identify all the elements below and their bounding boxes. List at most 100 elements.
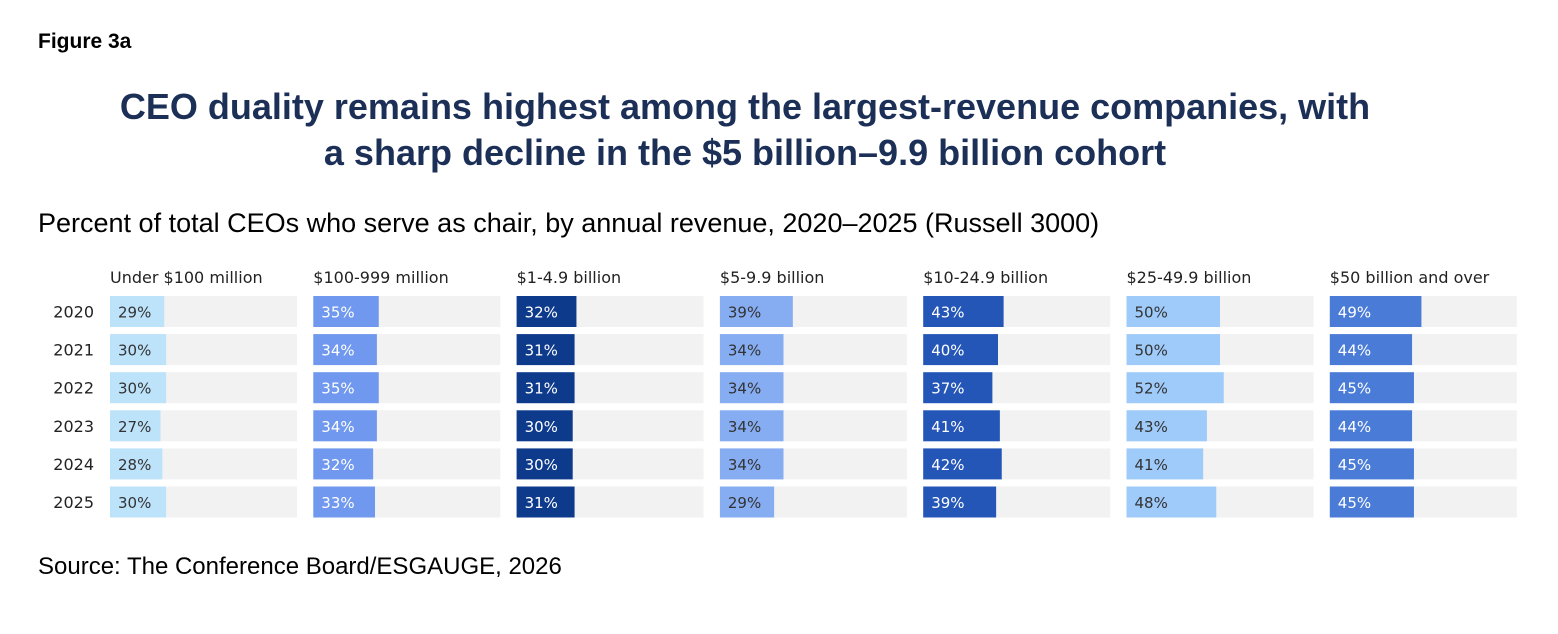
bar-0-3 <box>110 410 161 442</box>
bar-5-0 <box>1126 296 1220 327</box>
value-label-4-1: 40% <box>931 342 964 360</box>
bar-2-2 <box>516 372 575 404</box>
bar-1-5 <box>313 486 376 518</box>
bar-4-5 <box>923 486 997 518</box>
value-label-0-2: 30% <box>118 380 151 398</box>
value-label-3-5: 29% <box>728 494 761 512</box>
bar-0-5 <box>110 486 167 518</box>
bar-4-2 <box>923 372 993 404</box>
value-label-2-2: 31% <box>525 380 558 398</box>
value-label-1-1: 34% <box>321 342 354 360</box>
year-label-2024: 2024 <box>53 455 94 474</box>
value-label-2-4: 30% <box>525 456 558 474</box>
bar-5-1 <box>1126 334 1220 366</box>
value-label-5-0: 50% <box>1135 304 1168 322</box>
bar-6-0 <box>1329 296 1422 327</box>
value-label-3-4: 34% <box>728 456 761 474</box>
value-label-0-1: 30% <box>118 342 151 360</box>
value-label-6-0: 49% <box>1338 304 1371 322</box>
column-header-6: $50 billion and over <box>1330 268 1490 287</box>
year-label-2025: 2025 <box>53 493 94 512</box>
bar-5-3 <box>1126 410 1207 442</box>
column-header-1: $100-999 million <box>313 268 448 287</box>
value-label-1-0: 35% <box>321 304 354 322</box>
bar-3-0 <box>719 296 793 327</box>
bar-3-1 <box>719 334 784 366</box>
value-label-6-1: 44% <box>1338 342 1371 360</box>
bar-4-0 <box>923 296 1004 327</box>
value-label-0-4: 28% <box>118 456 151 474</box>
value-label-2-0: 32% <box>525 304 558 322</box>
bar-6-3 <box>1329 410 1413 442</box>
value-label-6-3: 44% <box>1338 418 1371 436</box>
chart-subtitle: Percent of total CEOs who serve as chair… <box>38 208 1100 238</box>
bar-2-0 <box>516 296 577 327</box>
bar-1-0 <box>313 296 379 327</box>
bar-6-5 <box>1329 486 1414 518</box>
bar-6-1 <box>1329 334 1413 366</box>
value-label-3-2: 34% <box>728 380 761 398</box>
year-label-2023: 2023 <box>53 417 94 436</box>
bar-2-3 <box>516 410 573 442</box>
value-label-2-1: 31% <box>525 342 558 360</box>
value-label-4-0: 43% <box>931 304 964 322</box>
bar-3-2 <box>719 372 784 404</box>
bar-5-2 <box>1126 372 1224 404</box>
column-header-0: Under $100 million <box>110 268 263 287</box>
bar-1-1 <box>313 334 377 366</box>
value-label-6-4: 45% <box>1338 456 1371 474</box>
bar-1-2 <box>313 372 379 404</box>
chart-title-line-2: a sharp decline in the $5 billion–9.9 bi… <box>323 132 1167 173</box>
value-label-3-0: 39% <box>728 304 761 322</box>
value-label-6-5: 45% <box>1338 494 1371 512</box>
bar-2-1 <box>516 334 575 366</box>
value-label-0-5: 30% <box>118 494 151 512</box>
value-label-5-2: 52% <box>1135 380 1168 398</box>
bar-4-4 <box>923 448 1002 480</box>
value-label-6-2: 45% <box>1338 380 1371 398</box>
value-label-4-4: 42% <box>931 456 964 474</box>
value-label-4-2: 37% <box>931 380 964 398</box>
value-label-1-5: 33% <box>321 494 354 512</box>
figure-label: Figure 3a <box>38 30 132 53</box>
value-label-4-3: 41% <box>931 418 964 436</box>
bar-1-4 <box>313 448 374 480</box>
bar-6-2 <box>1329 372 1414 404</box>
value-label-5-5: 48% <box>1135 494 1168 512</box>
value-label-5-3: 43% <box>1135 418 1168 436</box>
year-label-2022: 2022 <box>53 379 94 398</box>
chart-title: CEO duality remains highest among the la… <box>30 84 1460 176</box>
value-label-3-1: 34% <box>728 342 761 360</box>
column-header-2: $1-4.9 billion <box>517 268 622 287</box>
bar-2-4 <box>516 448 573 480</box>
bar-4-3 <box>923 410 1000 442</box>
year-label-2021: 2021 <box>53 341 94 360</box>
bar-1-3 <box>313 410 377 442</box>
value-label-2-5: 31% <box>525 494 558 512</box>
bar-0-0 <box>110 296 165 327</box>
value-label-0-3: 27% <box>118 418 151 436</box>
bar-0-1 <box>110 334 167 366</box>
bar-5-4 <box>1126 448 1204 480</box>
column-header-5: $25-49.9 billion <box>1127 268 1252 287</box>
bar-3-3 <box>719 410 784 442</box>
value-label-5-4: 41% <box>1135 456 1168 474</box>
bar-5-5 <box>1126 486 1217 518</box>
value-label-5-1: 50% <box>1135 342 1168 360</box>
value-label-2-3: 30% <box>525 418 558 436</box>
value-label-1-4: 32% <box>321 456 354 474</box>
bar-4-1 <box>923 334 998 366</box>
value-label-4-5: 39% <box>931 494 964 512</box>
year-label-2020: 2020 <box>53 303 94 322</box>
bar-2-5 <box>516 486 575 518</box>
column-header-3: $5-9.9 billion <box>720 268 825 287</box>
value-label-1-3: 34% <box>321 418 354 436</box>
column-header-4: $10-24.9 billion <box>923 268 1048 287</box>
value-label-1-2: 35% <box>321 380 354 398</box>
bar-0-2 <box>110 372 167 404</box>
bar-0-4 <box>110 448 163 480</box>
value-label-0-0: 29% <box>118 304 151 322</box>
bar-3-5 <box>719 486 775 518</box>
chart-title-line-1: CEO duality remains highest among the la… <box>119 86 1371 127</box>
